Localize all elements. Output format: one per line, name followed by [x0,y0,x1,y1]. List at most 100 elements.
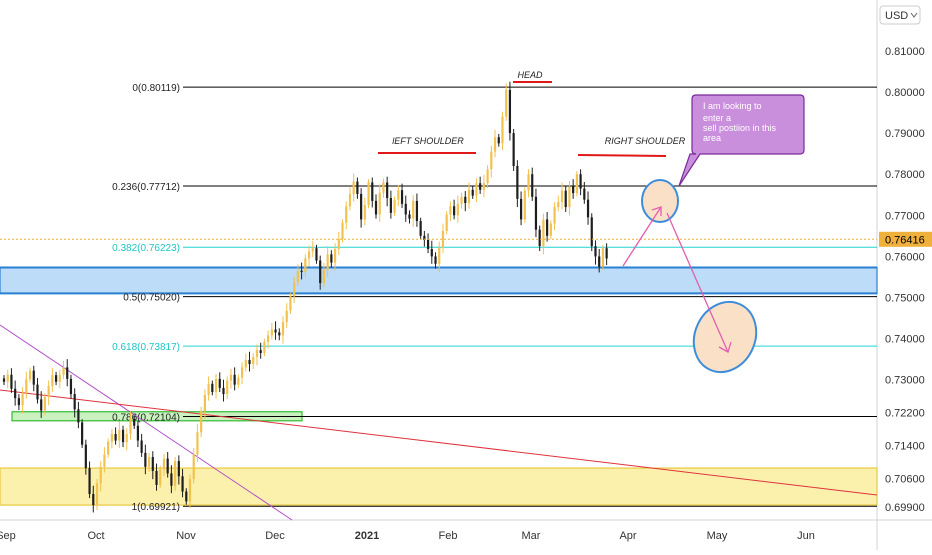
candles-layer [2,81,608,513]
candle-body [151,456,154,471]
yellow-zone[interactable] [0,467,878,506]
callout-line-2: enter a [703,113,731,123]
candle-body [255,350,259,358]
trendline-purple[interactable] [0,324,293,521]
candle-body [233,374,236,385]
candle-body [159,469,162,485]
left-shoulder-label: lEFT SHOULDER [392,136,464,146]
time-axis[interactable]: Sep Oct Nov Dec 2021 Feb Mar Apr May Jun [0,530,815,542]
candle-body [508,89,512,134]
candle-body [512,133,515,166]
blue-zone[interactable] [0,266,878,294]
candle-body [497,137,500,144]
callout-box[interactable]: I am looking to enter a sell postiion in… [678,94,805,187]
candle-body [222,387,225,395]
candle-body [553,207,556,224]
price-tick-label: 0.69900 [885,502,925,514]
candle-body [333,249,337,263]
candle-body [32,370,35,385]
candle-body [475,183,478,196]
candle-body [598,256,601,267]
time-tick-label: Nov [176,530,196,542]
zones-layer [0,266,878,506]
time-tick-label: Mar [522,530,541,542]
candle-body [415,200,419,222]
candle-body [363,205,366,220]
candle-body [360,193,363,220]
candle-body [211,383,214,393]
price-tick-label: 0.76000 [885,251,925,263]
fib-level-label: 1(0.69921) [132,502,180,513]
candle-body [17,398,20,406]
candle-body [445,214,448,231]
candle-body [393,199,396,213]
candle-body [25,379,28,393]
callout-line-4: area [703,133,721,143]
candle-body [267,335,270,342]
candle-body [516,165,519,199]
candle-body [453,206,456,216]
candle-body [207,383,210,395]
candle-body [564,190,567,208]
candle-body [40,399,43,411]
candle-body [103,454,106,467]
candle-body [300,270,303,273]
fib-level-label: 0.382(0.76223) [112,243,180,254]
price-tick-label: 0.72200 [885,408,925,420]
candle-body [28,370,32,380]
candle-body [348,193,352,207]
candle-body [538,229,541,247]
price-tick-label: 0.81000 [885,46,925,58]
time-tick-label: Sep [0,530,16,542]
time-tick-label: 2021 [355,530,379,542]
time-tick-label: Oct [87,530,104,542]
candle-body [542,219,545,247]
callout-line-3: sell postiion in this [703,123,777,133]
price-tick-label: 0.75000 [885,293,925,305]
time-tick-label: Jun [797,530,815,542]
candle-body [259,350,262,353]
candle-body [404,203,407,215]
candle-body [121,429,125,443]
candle-body [594,246,597,257]
candle-body [434,256,437,264]
price-axis[interactable]: 0.81000 0.80000 0.79000 0.78000 0.77000 0.760… [885,46,925,514]
candle-body [188,479,192,502]
candle-body [482,183,485,190]
candle-body [263,341,266,353]
candle-body [81,422,84,445]
candle-body [345,206,348,223]
fib-level-label: 0(0.80119) [132,83,180,94]
candle-body [382,182,385,193]
candle-body [54,375,58,382]
projection-up-arrowhead [651,206,662,216]
candle-body [155,470,158,485]
candle-body [371,182,374,201]
candle-body [560,190,564,203]
current-price-value: 0.76416 [885,234,925,246]
projection-up-line [622,206,662,267]
candle-body [177,461,180,477]
candle-body [356,181,359,194]
target-area-ellipse[interactable] [683,292,768,383]
candle-body [352,181,355,194]
candle-body [505,89,508,117]
currency-selector-box[interactable] [879,5,921,25]
time-tick-label: May [707,530,728,542]
candle-body [367,182,370,206]
candle-body [69,378,73,395]
candle-body [315,248,318,261]
currency-selector[interactable]: USD [879,5,921,25]
trendline-red[interactable] [0,389,878,496]
candle-body [252,357,255,365]
candle-body [601,248,605,267]
candle-body [479,183,482,190]
candle-body [270,329,273,336]
entry-area-ellipse[interactable] [641,179,679,223]
price-tick-label: 0.71400 [885,440,925,452]
projection-down-arrowhead [718,341,732,353]
candle-body [99,466,102,484]
candle-body [572,186,575,194]
candle-body [493,137,497,152]
candle-body [378,192,381,215]
